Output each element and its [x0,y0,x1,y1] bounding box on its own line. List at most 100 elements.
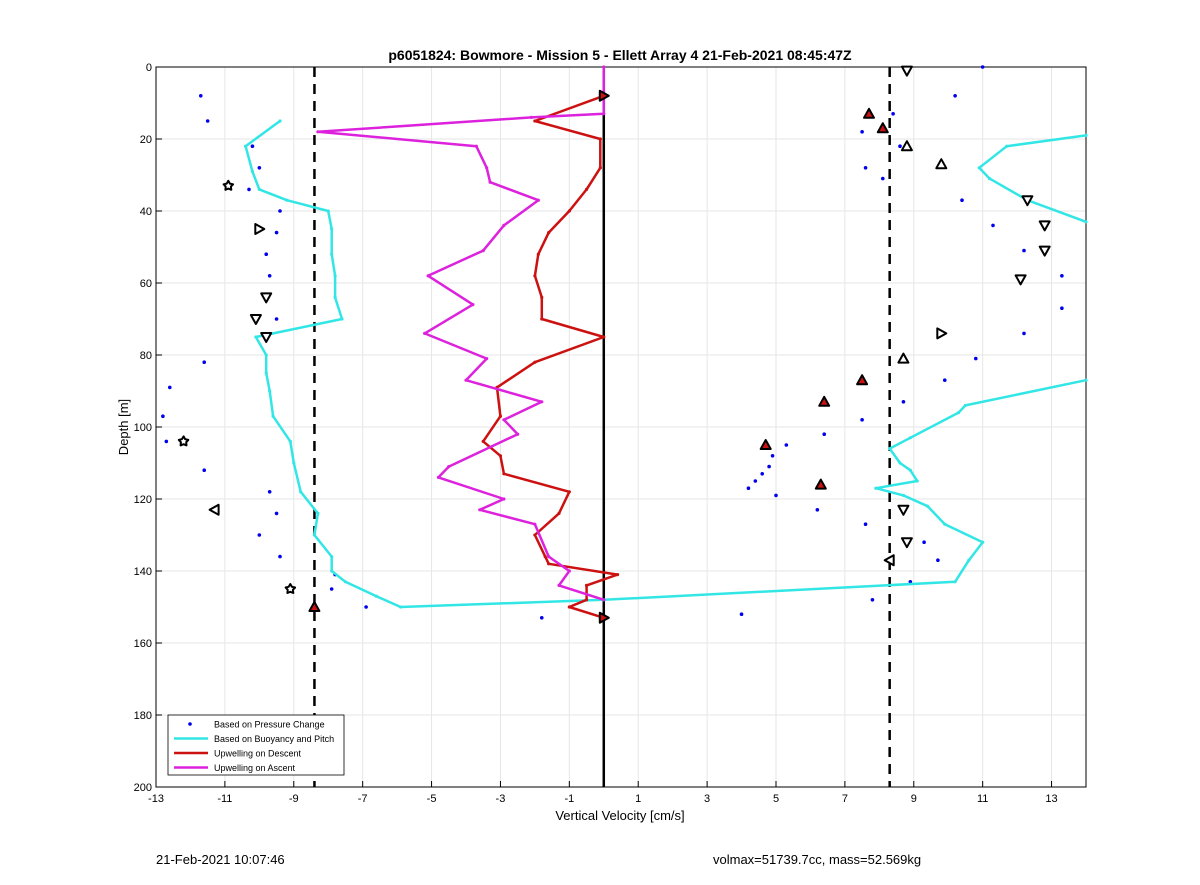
legend-entry: Based on Buoyancy and Pitch [214,734,334,744]
based-on-buoyancy-and-pitch-vertex [257,187,261,191]
based-on-buoyancy-and-pitch-vertex [925,504,930,508]
based-on-pressure-change-point [753,479,758,483]
x-tick-label: 9 [911,793,917,805]
legend-entry: Based on Pressure Change [214,720,325,730]
based-on-buoyancy-and-pitch-vertex [398,605,403,609]
based-on-pressure-change-point [539,616,544,620]
y-tick-label: 200 [134,782,152,794]
based-on-buoyancy-and-pitch-vertex [963,403,968,407]
based-on-pressure-change-point [274,511,279,516]
tri-down-marker [897,504,910,516]
upwelling-on-descent-vertex [498,454,503,458]
based-on-pressure-change-point [205,119,210,123]
upwelling-on-descent-vertex [598,166,602,170]
chart-title: p6051824: Bowmore - Mission 5 - Ellett A… [388,47,852,63]
tri-down-marker [900,537,913,549]
tri-up-marker [856,374,869,386]
upwelling-on-ascent-vertex [602,112,606,116]
upwelling-on-descent-vertex [584,187,589,191]
upwelling-on-ascent-vertex [485,357,489,361]
upwelling-on-ascent-vertex [540,400,544,404]
tri-down-marker [260,292,273,304]
tri-up-marker [900,140,913,152]
upwelling-on-ascent-vertex [464,378,468,382]
based-on-buoyancy-and-pitch-vertex [264,371,268,375]
upwelling-on-descent-vertex [567,209,571,213]
based-on-buoyancy-and-pitch-vertex [953,580,957,584]
based-on-buoyancy-and-pitch-vertex [330,569,334,573]
based-on-pressure-change-point [198,94,203,98]
tri-left-marker [883,554,895,567]
tri-down-marker [1038,220,1051,232]
legend-entry: Upwelling on Descent [214,749,302,759]
based-on-pressure-change-point [1060,306,1064,311]
footer-timestamp: 21-Feb-2021 10:07:46 [156,852,285,867]
upwelling-on-descent-vertex [547,562,551,566]
based-on-pressure-change-point [767,464,771,469]
based-on-buoyancy-and-pitch-vertex [1084,220,1088,224]
tri-down-marker [260,332,273,343]
tri-up-marker [897,352,910,364]
based-on-buoyancy-and-pitch-vertex [326,209,330,213]
based-on-pressure-change-point [739,612,744,616]
tri-down-marker [1021,195,1034,207]
upwelling-on-descent-vertex [598,137,602,141]
based-on-buoyancy-and-pitch-vertex [981,540,985,544]
upwelling-on-ascent-line [316,67,606,601]
x-tick-label: 5 [773,793,779,805]
based-on-buoyancy-and-pitch-vertex [977,166,981,170]
x-axis-label: Vertical Velocity [cm/s] [555,808,684,823]
upwelling-on-ascent-vertex [502,497,506,501]
based-on-buoyancy-and-pitch-vertex [956,411,961,415]
based-on-pressure-change-point [278,209,282,213]
x-tick-label: 7 [842,793,848,805]
upwelling-on-descent-vertex [584,583,589,588]
based-on-buoyancy-and-pitch-vertex [330,227,334,231]
y-tick-label: 120 [134,494,152,506]
upwelling-on-descent-vertex [602,335,606,339]
tick-labels: -13 -11 -9 -7 -5 -3 -1 1 3 5 7 9 11 13020406080100120… [134,62,1058,805]
x-tick-label: -3 [496,793,506,805]
upwelling-on-ascent-vertex [481,249,485,253]
based-on-buoyancy-and-pitch-vertex [915,479,919,483]
based-on-pressure-change-point [202,468,207,473]
tri-up-marker [814,478,827,490]
upwelling-on-descent-vertex [481,439,485,443]
upwelling-on-descent-vertex [543,555,547,559]
upwelling-on-descent-vertex [557,511,561,515]
x-tick-label: 3 [704,793,710,805]
based-on-pressure-change-point [257,166,262,170]
star-marker [177,435,190,447]
based-on-buoyancy-and-pitch-vertex [254,335,258,339]
x-tick-label: -9 [289,793,299,805]
tri-down-marker [900,65,913,77]
based-on-buoyancy-and-pitch-vertex [268,389,272,393]
tri-up-marker [818,395,831,407]
upwelling-on-ascent-vertex [316,130,320,134]
y-tick-label: 20 [140,134,152,146]
based-on-buoyancy-and-pitch-vertex [340,317,344,321]
based-on-pressure-change-point [257,533,262,537]
based-on-pressure-change-point [960,198,964,202]
tri-down-marker [249,314,262,325]
based-on-pressure-change-point [746,486,751,491]
upwelling-on-ascent-vertex [502,223,506,227]
upwelling-on-ascent-vertex [536,198,540,202]
tri-up-marker [308,601,321,612]
based-on-pressure-change-point [863,522,868,526]
based-on-pressure-change-point [936,558,940,562]
y-tick-label: 40 [140,206,152,218]
based-on-buoyancy-and-pitch-vertex [1005,144,1009,148]
upwelling-on-ascent-vertex [436,475,441,479]
based-on-pressure-change-point [267,274,272,278]
based-on-buoyancy-and-pitch-vertex [908,468,912,472]
based-on-pressure-change-point [164,439,169,444]
tri-up-marker [876,122,889,134]
based-on-buoyancy-and-pitch-vertex [1084,378,1088,382]
based-on-buoyancy-and-pitch-line [977,134,1087,223]
upwelling-on-descent-line [481,94,619,619]
based-on-pressure-change-point [329,587,334,591]
tri-up-marker [863,107,875,119]
based-on-buoyancy-and-pitch-vertex [967,558,971,562]
